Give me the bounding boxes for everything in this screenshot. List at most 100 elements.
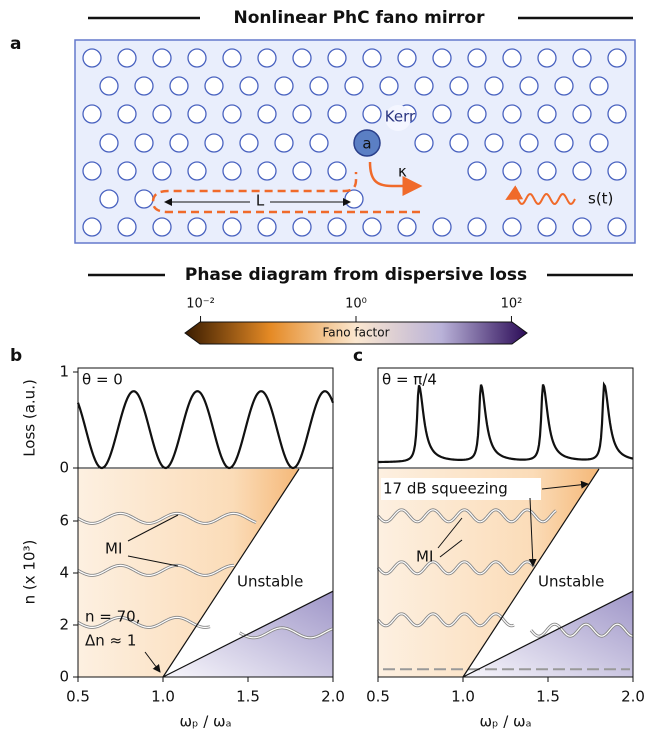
colorbar-title: Phase diagram from dispersive loss — [185, 265, 527, 285]
hole — [187, 217, 207, 237]
y-tick-label: 0 — [59, 459, 69, 477]
x-axis-label: ωₚ / ωₐ — [479, 713, 531, 731]
hole — [572, 161, 592, 181]
hole — [82, 217, 102, 237]
hole — [292, 104, 312, 124]
hole — [99, 133, 119, 153]
colorbar-bar — [184, 321, 528, 345]
hole — [607, 161, 627, 181]
y-tick-label: 6 — [59, 512, 69, 530]
hole — [117, 161, 137, 181]
boundary — [162, 468, 300, 678]
mi-curve — [377, 561, 535, 575]
hole — [537, 48, 557, 68]
hole — [397, 217, 417, 237]
hole — [554, 133, 574, 153]
hole — [537, 217, 557, 237]
annotation-line — [127, 514, 179, 542]
kerr-label: Kerr — [385, 108, 416, 126]
theta-label: θ = π/4 — [382, 371, 437, 389]
hole — [204, 76, 224, 96]
hole — [222, 104, 242, 124]
hole — [484, 76, 504, 96]
hole — [292, 161, 312, 181]
hole — [519, 133, 539, 153]
hole — [362, 48, 382, 68]
hole — [362, 217, 382, 237]
colorbar: Fano factor 10⁻² 10⁰ 10² — [184, 297, 528, 345]
hole — [327, 48, 347, 68]
hole — [467, 161, 487, 181]
hole — [222, 217, 242, 237]
hole — [589, 133, 609, 153]
hole — [519, 76, 539, 96]
x-tick-label: 0.5 — [66, 688, 90, 706]
hole — [134, 133, 154, 153]
hole — [134, 76, 154, 96]
colorbar-label: Fano factor — [322, 326, 389, 340]
hole — [309, 133, 329, 153]
loss-curve — [377, 381, 634, 464]
hole — [449, 76, 469, 96]
mi-curve — [530, 623, 634, 637]
hole — [152, 161, 172, 181]
hole — [327, 104, 347, 124]
annotation: 17 dB squeezing — [383, 480, 508, 498]
hole — [257, 217, 277, 237]
annotation-line — [437, 517, 463, 549]
hole — [327, 217, 347, 237]
kerr-halo — [385, 105, 411, 131]
annotation-bg — [381, 478, 541, 500]
hole — [82, 104, 102, 124]
kappa-arrow — [368, 161, 423, 196]
hole — [467, 104, 487, 124]
hole — [379, 76, 399, 96]
hole — [414, 133, 434, 153]
annotation: n = 70, — [85, 608, 140, 626]
mi-curve — [239, 627, 333, 639]
hole — [607, 48, 627, 68]
hole — [432, 104, 452, 124]
colorbar-tick-label: 10⁻² — [186, 297, 215, 312]
hole — [572, 217, 592, 237]
hole — [99, 76, 119, 96]
annotation: MI — [105, 540, 122, 558]
x-tick-label: 1.0 — [151, 688, 175, 706]
hole — [467, 217, 487, 237]
hole — [187, 48, 207, 68]
hole — [257, 161, 277, 181]
x-tick-label: 1.5 — [236, 688, 260, 706]
hole — [467, 48, 487, 68]
loop — [151, 172, 420, 214]
annotation: Δn ≈ 1 — [85, 632, 136, 650]
hole — [309, 76, 329, 96]
annotation: MI — [416, 548, 433, 566]
panel-label: b — [10, 346, 22, 366]
panel-label: a — [10, 34, 21, 54]
hole — [554, 76, 574, 96]
mi-curve — [77, 564, 235, 576]
hole — [204, 133, 224, 153]
hole — [239, 133, 259, 153]
hole — [362, 104, 382, 124]
panel: b θ = 0 0.5 1.0 1.5 2.0 ωₚ / ωₐ 0 1 0 2 4 6 Loss (a.u… — [10, 346, 345, 731]
hole — [432, 217, 452, 237]
loss-curve — [76, 390, 335, 470]
y-tick-label: 4 — [59, 564, 69, 582]
hole — [572, 104, 592, 124]
hole — [414, 76, 434, 96]
x-tick-label: 0.5 — [366, 688, 390, 706]
hole — [449, 133, 469, 153]
loss-axis-label: Loss (a.u.) — [21, 379, 39, 457]
stable-region — [78, 469, 299, 677]
x-tick-label: 2.0 — [321, 688, 345, 706]
annotation: Unstable — [538, 573, 604, 591]
hole — [484, 133, 504, 153]
hole — [82, 48, 102, 68]
hole — [502, 217, 522, 237]
x-tick-label: 1.0 — [451, 688, 475, 706]
hole — [152, 104, 172, 124]
hole — [187, 104, 207, 124]
mi-curve — [377, 509, 557, 523]
hole — [152, 217, 172, 237]
